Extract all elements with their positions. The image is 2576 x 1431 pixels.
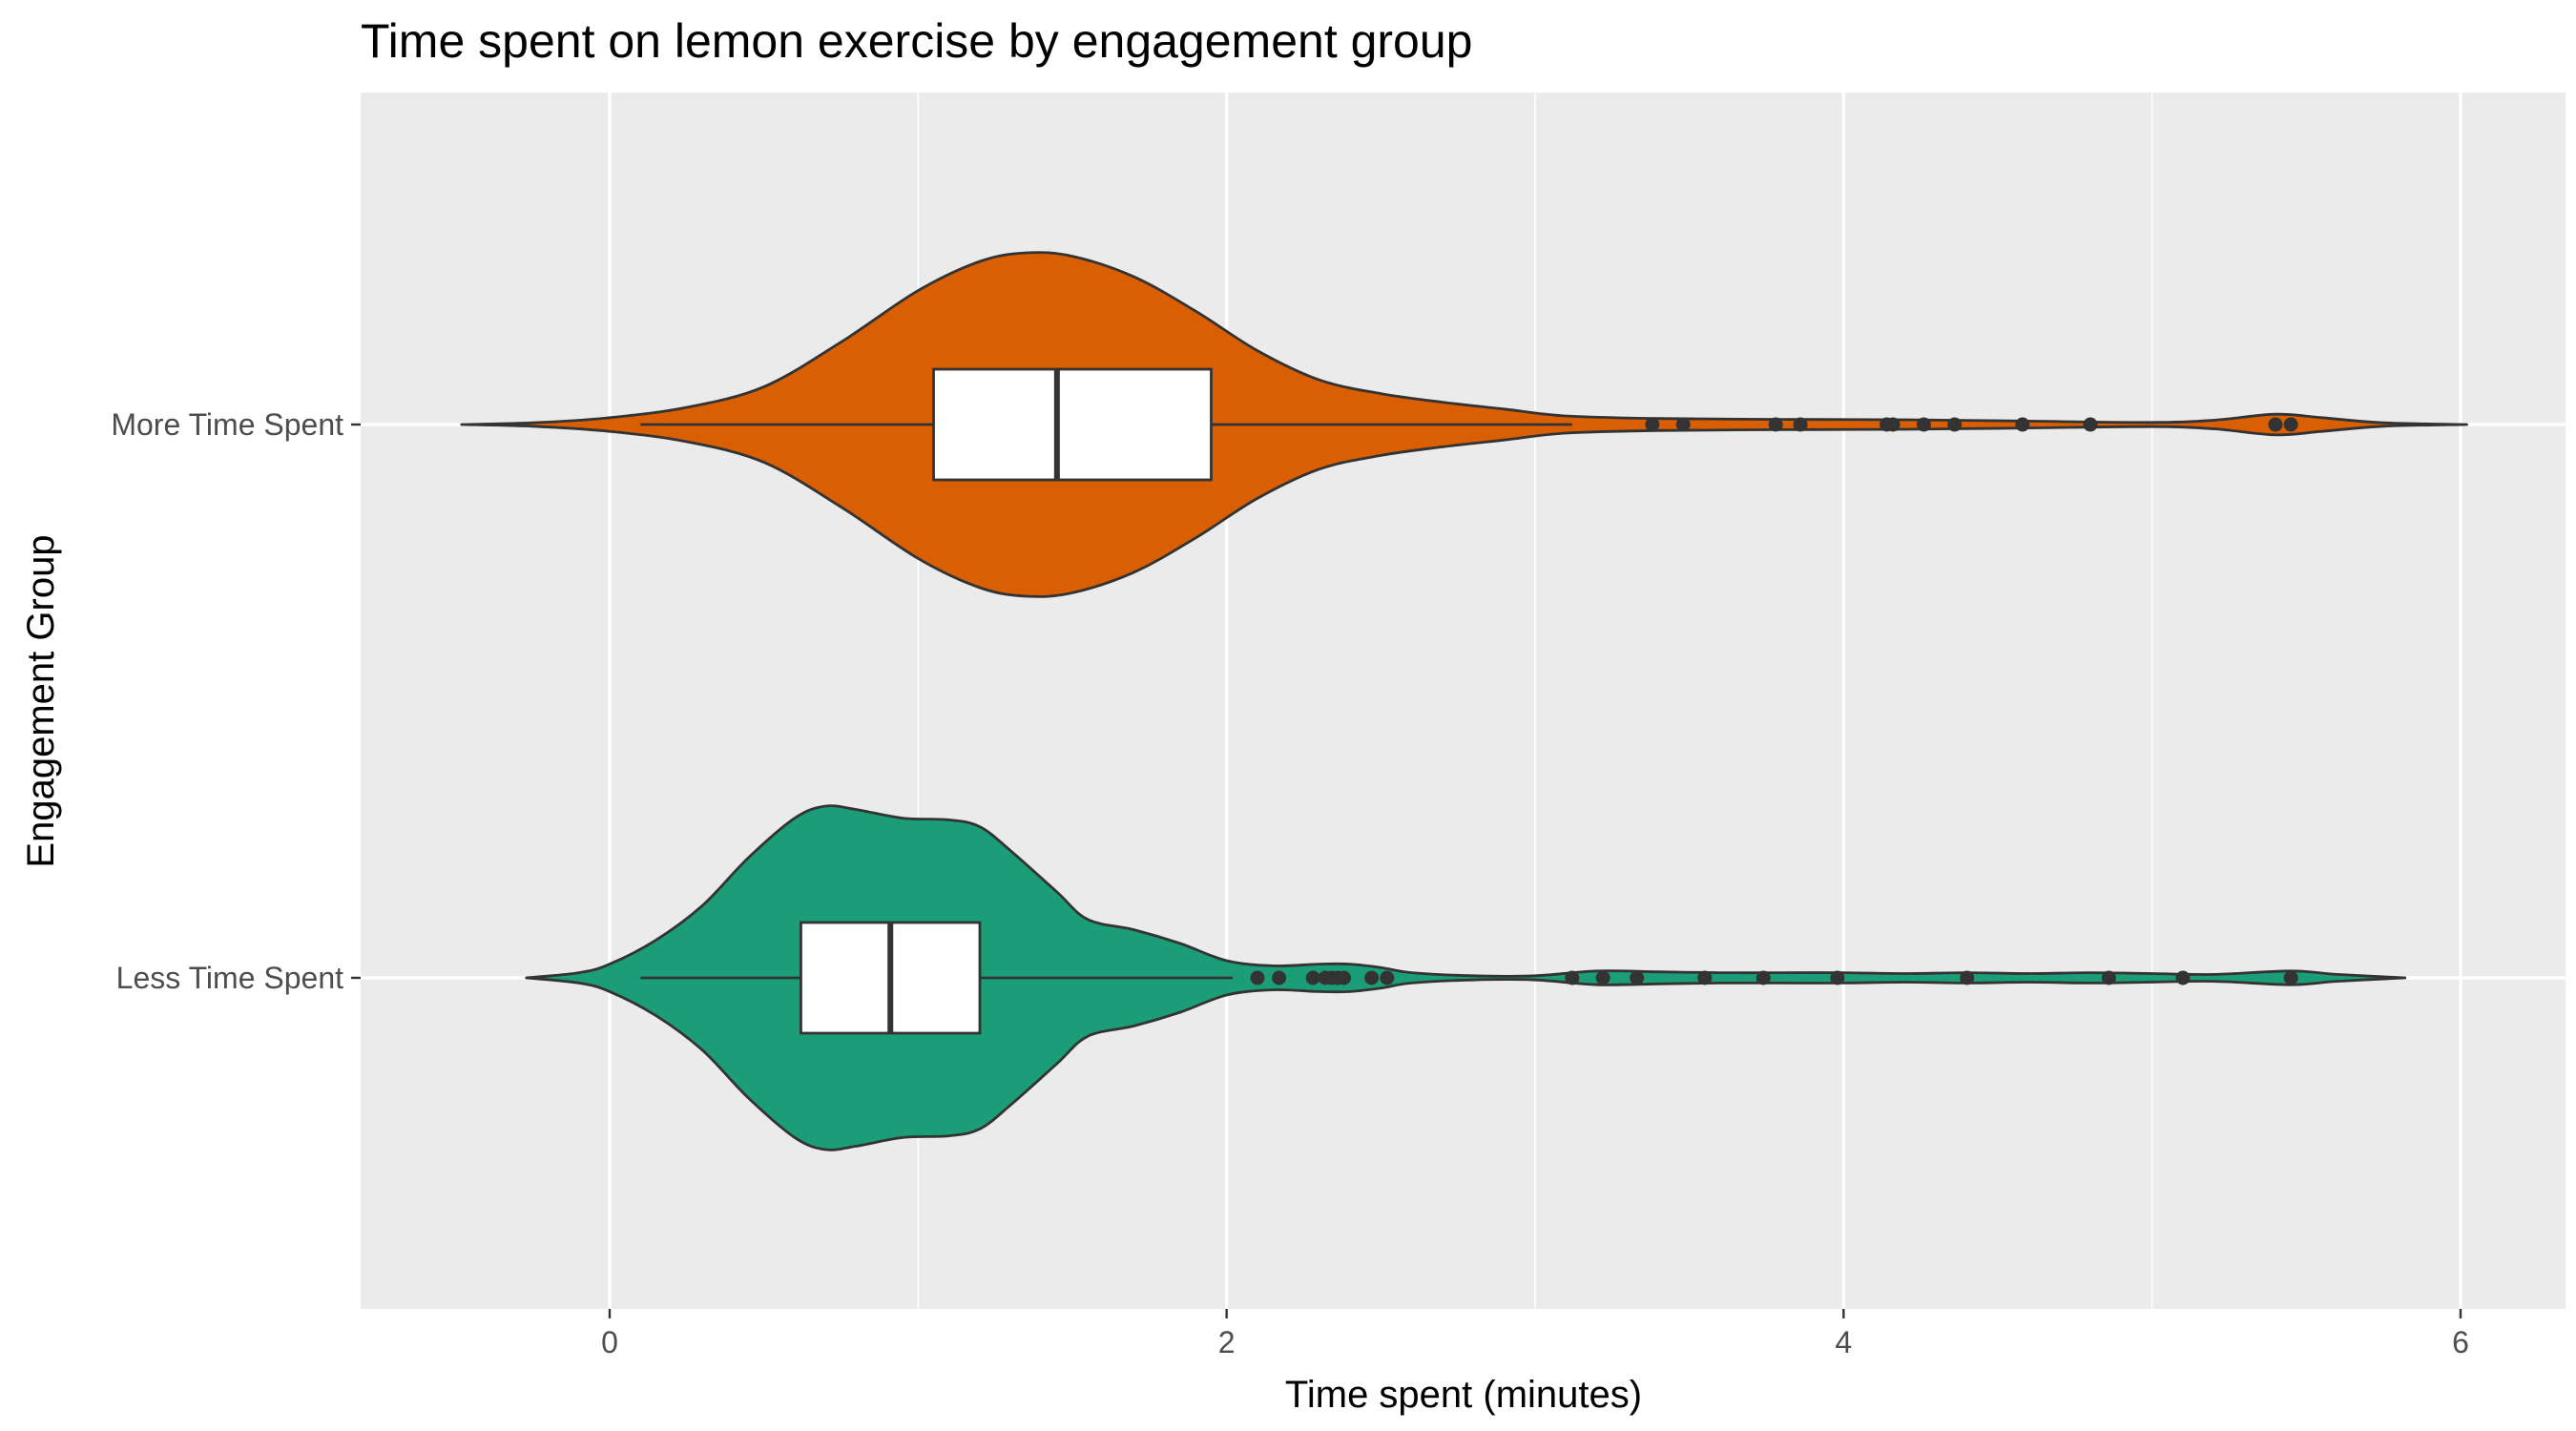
x-tick-label: 6 xyxy=(2452,1325,2469,1359)
violin-shape xyxy=(525,804,2407,1151)
outlier-point xyxy=(2101,970,2116,985)
outlier-point xyxy=(1768,417,1783,432)
x-tick-label: 0 xyxy=(601,1325,618,1359)
outlier-point xyxy=(1885,417,1901,432)
outlier-point xyxy=(1830,970,1845,985)
outlier-point xyxy=(1305,970,1320,985)
y-axis-title: Engagement Group xyxy=(20,534,62,867)
outlier-point xyxy=(2268,417,2283,432)
outlier-point xyxy=(2283,417,2298,432)
outlier-point xyxy=(1793,417,1808,432)
outlier-point xyxy=(2015,417,2030,432)
outlier-point xyxy=(1337,970,1352,985)
outlier-point xyxy=(1755,970,1771,985)
outlier-point xyxy=(1364,970,1380,985)
plot-panel xyxy=(361,93,2566,1309)
outlier-point xyxy=(2083,417,2098,432)
chart-title: Time spent on lemon exercise by engageme… xyxy=(361,14,1472,68)
violin-group xyxy=(525,804,2407,1151)
outlier-point xyxy=(2175,970,2191,985)
y-tick-label: Less Time Spent xyxy=(116,961,343,995)
outlier-point xyxy=(1630,970,1645,985)
outlier-point xyxy=(1675,417,1691,432)
x-axis-title: Time spent (minutes) xyxy=(1285,1374,1642,1416)
outlier-point xyxy=(1595,970,1610,985)
x-tick-label: 2 xyxy=(1218,1325,1236,1359)
outlier-point xyxy=(1565,970,1580,985)
outlier-point xyxy=(1645,417,1660,432)
outlier-point xyxy=(1697,970,1713,985)
outlier-point xyxy=(1916,417,1931,432)
y-tick-label: More Time Spent xyxy=(111,407,343,442)
outlier-point xyxy=(1272,970,1287,985)
outlier-point xyxy=(2283,970,2298,985)
outlier-point xyxy=(1250,970,1265,985)
outlier-point xyxy=(1380,970,1395,985)
x-tick-label: 4 xyxy=(1835,1325,1852,1359)
violins xyxy=(460,251,2468,1151)
violin-group xyxy=(460,251,2468,598)
axes: 0 2 4 6 More Time Spent Less Time Spent xyxy=(111,407,2469,1359)
outlier-point xyxy=(1960,970,1975,985)
box-iqr xyxy=(932,367,1213,482)
outlier-point xyxy=(1947,417,1963,432)
